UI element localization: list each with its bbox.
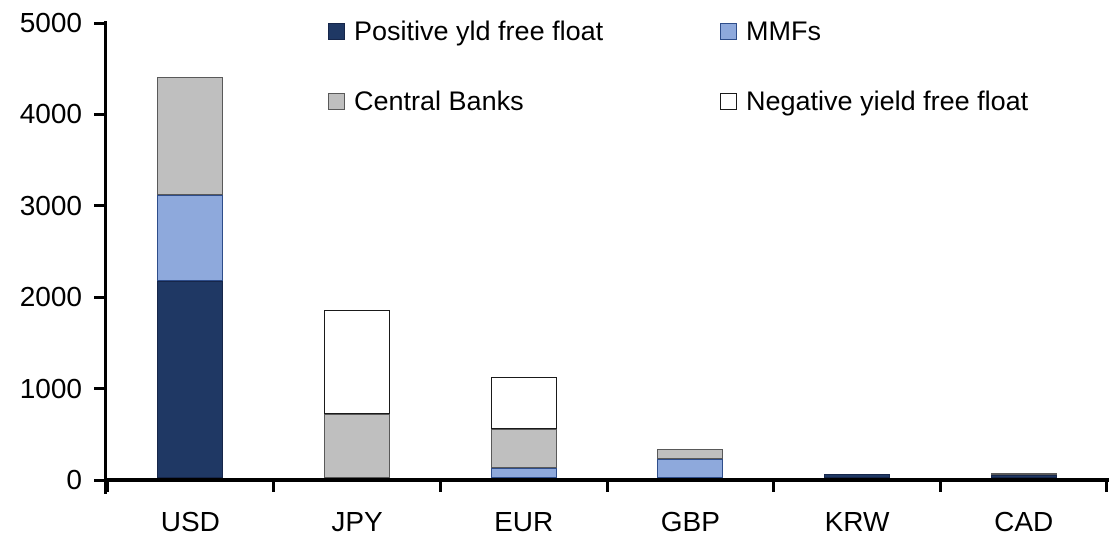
legend-swatch-negative-yield-free-float bbox=[720, 92, 737, 110]
legend-label: Negative yield free float bbox=[746, 86, 1029, 116]
x-tick bbox=[772, 478, 776, 492]
category-label-eur: EUR bbox=[494, 506, 554, 537]
x-tick bbox=[605, 478, 609, 492]
bar-segment-krw-positive-yld-free-float bbox=[824, 473, 890, 478]
bar-segment-gbp-mmfs bbox=[657, 459, 724, 478]
x-tick bbox=[438, 478, 442, 492]
category-label-krw: KRW bbox=[824, 506, 890, 537]
y-tick bbox=[94, 387, 104, 391]
y-tick-label: 4000 bbox=[19, 98, 82, 130]
legend-label: Positive yld free float bbox=[354, 16, 604, 46]
bar-segment-gbp-central-banks bbox=[657, 448, 724, 460]
y-tick bbox=[94, 21, 104, 25]
legend-swatch-mmfs bbox=[720, 22, 737, 40]
category-label-cad: CAD bbox=[994, 506, 1054, 537]
legend-swatch-central-banks bbox=[328, 92, 345, 110]
bar-segment-eur-negative-yield-free-float bbox=[490, 377, 557, 429]
bar-segment-jpy-negative-yield-free-float bbox=[324, 309, 390, 414]
bar-segment-eur-central-banks bbox=[490, 428, 557, 468]
y-tick bbox=[94, 112, 104, 116]
y-tick-label: 1000 bbox=[19, 372, 82, 404]
legend-item-mmfs: MMFs bbox=[720, 16, 821, 46]
bar-segment-cad-central-banks bbox=[990, 472, 1057, 475]
x-tick bbox=[272, 478, 276, 492]
legend-item-positive-yld-free-float: Positive yld free float bbox=[328, 16, 603, 46]
legend-item-negative-yield-free-float: Negative yield free float bbox=[720, 86, 1028, 116]
x-tick bbox=[938, 478, 942, 492]
legend-item-central-banks: Central Banks bbox=[328, 86, 524, 116]
bar-segment-cad-positive-yld-free-float bbox=[990, 474, 1057, 478]
chart-legend: Positive yld free float MMFs Central Banks… bbox=[0, 0, 1109, 140]
category-label-gbp: GBP bbox=[660, 506, 720, 537]
y-tick-label: 3000 bbox=[19, 189, 82, 221]
y-tick bbox=[94, 204, 104, 208]
bar-segment-jpy-central-banks bbox=[324, 414, 390, 478]
y-tick bbox=[94, 478, 104, 482]
legend-label: Central Banks bbox=[354, 86, 524, 116]
y-tick-label: 2000 bbox=[19, 281, 82, 313]
y-tick-label: 5000 bbox=[19, 7, 82, 38]
y-axis-line bbox=[104, 21, 107, 494]
bar-segment-eur-mmfs bbox=[490, 467, 557, 478]
legend-swatch-positive-yld-free-float bbox=[328, 22, 345, 40]
x-tick bbox=[105, 478, 109, 492]
bar-segment-usd-mmfs bbox=[157, 194, 224, 281]
y-tick bbox=[94, 295, 104, 299]
x-tick bbox=[1104, 478, 1108, 492]
y-axis: 0 1000 2000 3000 4000 5000 bbox=[0, 0, 120, 556]
y-tick-label: 0 bbox=[66, 464, 82, 495]
bar-segment-usd-positive-yld-free-float bbox=[157, 280, 224, 478]
category-label-jpy: JPY bbox=[331, 506, 383, 537]
category-label-usd: USD bbox=[160, 506, 220, 537]
legend-label: MMFs bbox=[746, 16, 821, 46]
bar-segment-usd-central-banks bbox=[157, 76, 224, 195]
